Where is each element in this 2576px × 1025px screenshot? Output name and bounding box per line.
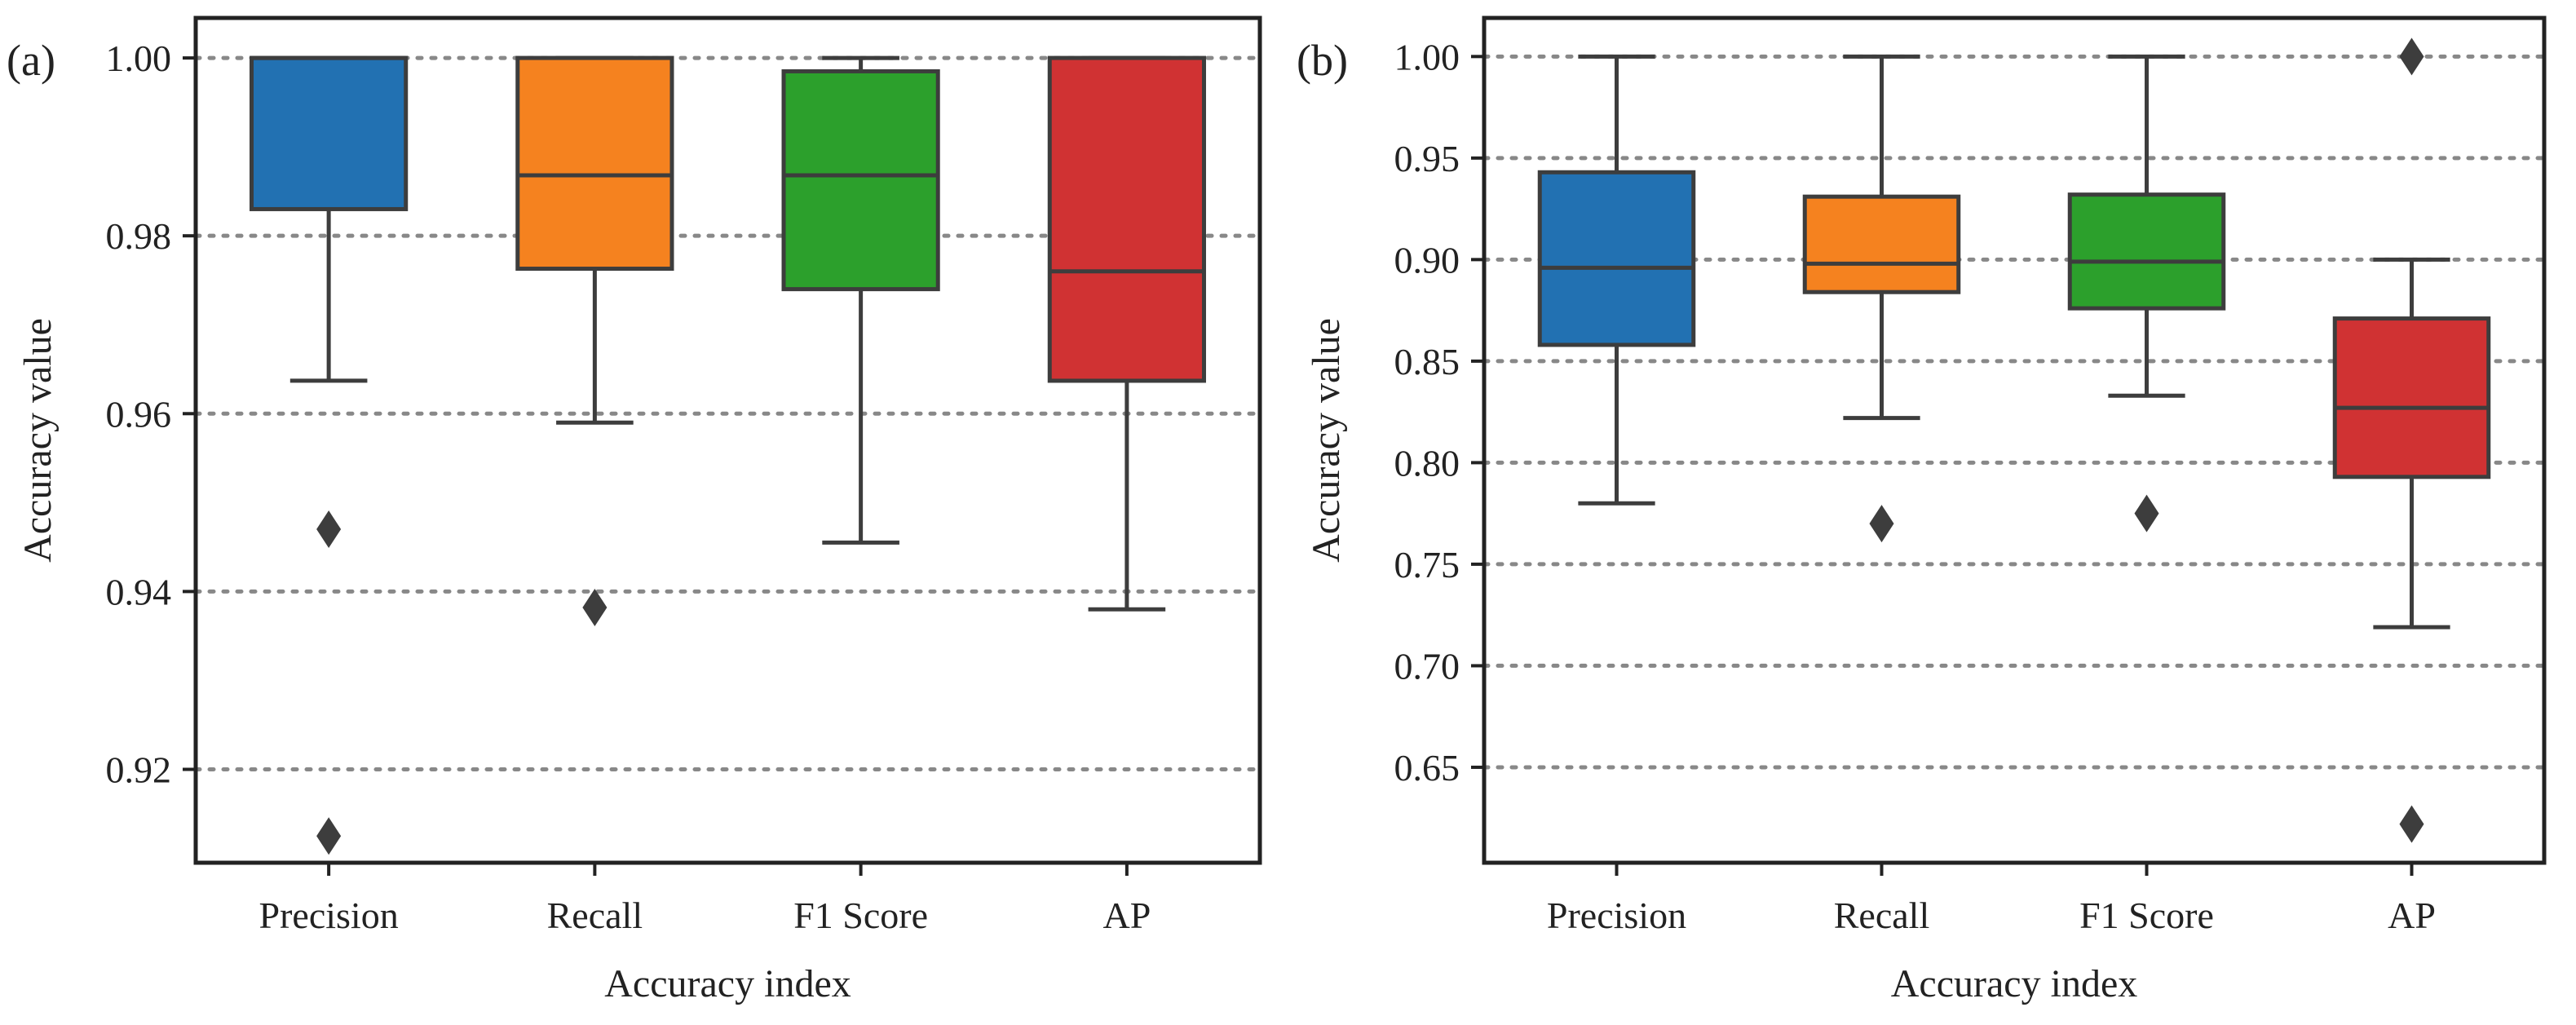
- box-recall: [515, 55, 674, 272]
- outlier-marker: [2399, 805, 2424, 843]
- x-tick-label: F1 Score: [2079, 895, 2214, 936]
- y-tick-label: 0.98: [106, 215, 172, 257]
- x-tick-label: F1 Score: [793, 895, 928, 936]
- box-precision: [1537, 170, 1696, 347]
- y-tick-label: 1.00: [1394, 36, 1460, 77]
- x-axis-label: Accuracy index: [1891, 962, 2138, 1005]
- box-f1-score: [781, 68, 940, 292]
- panel-label: (a): [7, 36, 55, 85]
- y-tick-label: 0.75: [1394, 544, 1460, 585]
- box-f1-score: [2067, 192, 2226, 311]
- y-axis-label: Accuracy value: [16, 318, 60, 563]
- y-tick-label: 0.80: [1394, 442, 1460, 484]
- plot-frame: [193, 15, 1262, 865]
- plot-frame: [1482, 15, 2547, 865]
- box-ap: [2332, 316, 2491, 479]
- x-tick-label: AP: [1102, 895, 1151, 936]
- y-tick-label: 0.94: [106, 571, 172, 612]
- outlier-marker: [316, 817, 342, 855]
- box-recall: [1802, 194, 1961, 294]
- x-tick-label: Precision: [259, 895, 399, 936]
- x-tick-label: Recall: [1834, 895, 1930, 936]
- y-tick-label: 1.00: [106, 38, 172, 79]
- y-tick-label: 0.65: [1394, 747, 1460, 789]
- y-tick-label: 0.90: [1394, 239, 1460, 281]
- y-tick-label: 0.92: [106, 749, 172, 790]
- outlier-marker: [1869, 505, 1894, 543]
- panel-label: (b): [1297, 36, 1348, 85]
- x-tick-label: AP: [2388, 895, 2436, 936]
- y-tick-label: 0.95: [1394, 138, 1460, 179]
- box-ap: [1047, 55, 1206, 383]
- y-tick-label: 0.96: [106, 393, 172, 435]
- outlier-marker: [316, 510, 342, 549]
- y-tick-label: 0.70: [1394, 645, 1460, 687]
- outlier-marker: [2399, 38, 2424, 76]
- outlier-marker: [2134, 494, 2159, 532]
- y-tick-label: 0.85: [1394, 341, 1460, 382]
- y-axis-label: Accuracy value: [1305, 318, 1348, 563]
- x-tick-label: Recall: [547, 895, 643, 936]
- x-axis-label: Accuracy index: [604, 962, 851, 1005]
- x-tick-label: Precision: [1547, 895, 1686, 936]
- box-precision: [250, 55, 409, 211]
- outlier-marker: [582, 589, 608, 627]
